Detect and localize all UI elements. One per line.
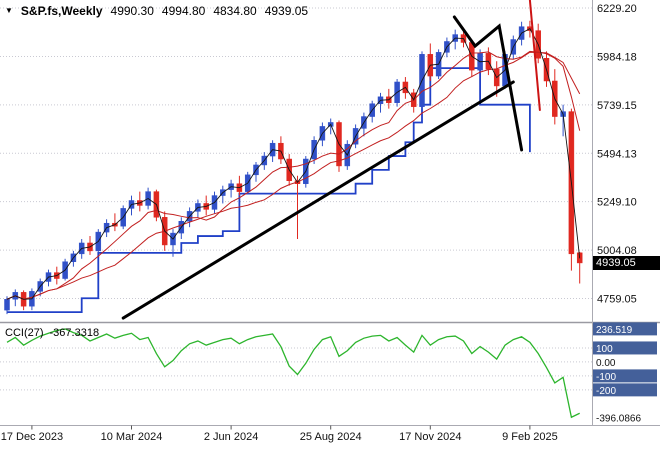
ohlc-close: 4939.05 bbox=[264, 4, 309, 18]
ohlc-low: 4834.80 bbox=[213, 4, 257, 18]
svg-text:5494.13: 5494.13 bbox=[597, 148, 637, 160]
svg-text:5249.10: 5249.10 bbox=[597, 197, 637, 209]
indicator-name: CCI(27) bbox=[5, 327, 44, 339]
ohlc-open: 4990.30 bbox=[110, 4, 154, 18]
svg-text:17 Nov 2024: 17 Nov 2024 bbox=[399, 431, 461, 443]
svg-text:0.00: 0.00 bbox=[596, 358, 616, 369]
svg-text:100: 100 bbox=[596, 344, 613, 355]
current-price-badge: 4939.05 bbox=[593, 255, 660, 270]
svg-text:-200: -200 bbox=[596, 386, 616, 397]
svg-text:5984.18: 5984.18 bbox=[597, 51, 637, 63]
symbol-period-title: S&P.fs,Weekly bbox=[20, 4, 103, 18]
moving-averages bbox=[6, 28, 581, 300]
svg-text:5739.15: 5739.15 bbox=[597, 100, 637, 112]
blue-step-line bbox=[7, 67, 531, 314]
chart-header: ▼ S&P.fs,Weekly 4990.30 4994.80 4834.80 … bbox=[5, 4, 308, 18]
svg-text:-396.0866: -396.0866 bbox=[596, 413, 641, 424]
svg-text:-100: -100 bbox=[596, 372, 616, 383]
svg-text:25 Aug 2024: 25 Aug 2024 bbox=[300, 431, 362, 443]
indicator-label: CCI(27) -367.3318 bbox=[5, 327, 99, 339]
trendline-annotations bbox=[121, 0, 541, 320]
svg-text:2 Jun 2024: 2 Jun 2024 bbox=[204, 431, 258, 443]
candles-layer bbox=[4, 20, 583, 315]
ohlc-high: 4994.80 bbox=[161, 4, 206, 18]
symbol-dropdown-icon[interactable]: ▼ bbox=[5, 6, 13, 15]
svg-text:17 Dec 2023: 17 Dec 2023 bbox=[1, 431, 63, 443]
svg-text:4759.05: 4759.05 bbox=[597, 293, 637, 305]
svg-text:236.519: 236.519 bbox=[596, 325, 633, 336]
svg-text:9 Feb 2025: 9 Feb 2025 bbox=[502, 431, 558, 443]
cci-indicator bbox=[6, 328, 580, 419]
current-price-value: 4939.05 bbox=[596, 256, 636, 269]
indicator-value: -367.3318 bbox=[49, 327, 100, 339]
svg-text:5004.08: 5004.08 bbox=[597, 245, 637, 257]
svg-text:10 Mar 2024: 10 Mar 2024 bbox=[101, 431, 163, 443]
svg-text:6229.20: 6229.20 bbox=[597, 3, 637, 15]
